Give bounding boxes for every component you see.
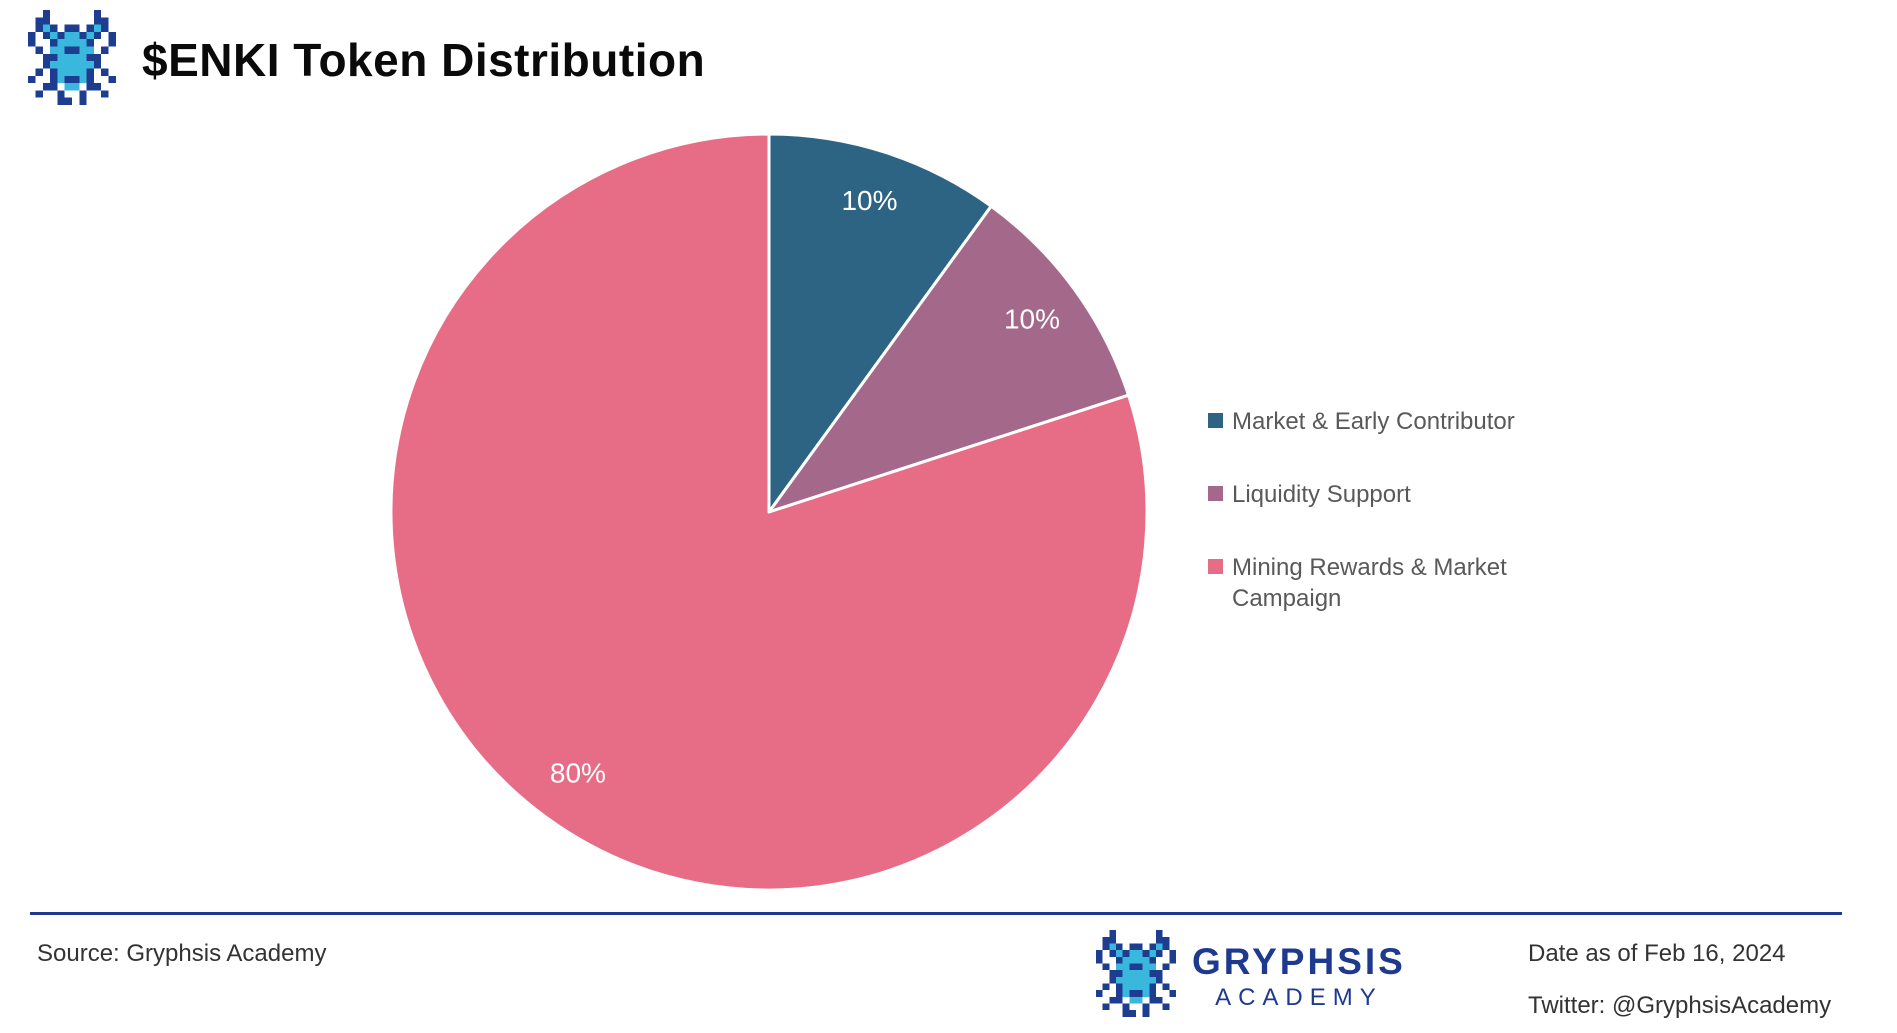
page-title: $ENKI Token Distribution xyxy=(142,34,706,86)
pie-slice-2 xyxy=(389,132,1149,892)
footer-brand: GRYPHSIS ACADEMY xyxy=(1096,930,1406,1022)
pie-slice-label-2: 80% xyxy=(550,757,606,788)
twitter-text: Twitter: @GryphsisAcademy xyxy=(1528,992,1832,1019)
pie-chart: 10% 10% 80% xyxy=(369,112,1169,912)
brand-text: GRYPHSIS ACADEMY xyxy=(1192,940,1406,1012)
source-text: Source: Gryphsis Academy xyxy=(37,940,327,967)
gryphsis-dragon-icon xyxy=(28,10,116,110)
legend-label: Market & Early Contributor xyxy=(1232,408,1515,435)
gryphsis-dragon-pixel-art xyxy=(28,10,116,105)
pie-slice-0 xyxy=(767,132,993,514)
legend-swatch xyxy=(1208,559,1223,574)
legend-swatch xyxy=(1208,413,1223,428)
legend: Market & Early Contributor Liquidity Supp… xyxy=(1208,406,1608,656)
header: $ENKI Token Distribution xyxy=(28,10,705,110)
legend-label: Liquidity Support xyxy=(1232,481,1411,508)
pie-slice-label-0: 10% xyxy=(841,185,897,216)
brand-name: GRYPHSIS xyxy=(1192,941,1406,982)
pie-slice-label-1: 10% xyxy=(1004,303,1060,334)
brand-subtitle: ACADEMY xyxy=(1215,984,1383,1011)
footer-divider xyxy=(30,912,1842,915)
legend-item-0: Market & Early Contributor xyxy=(1208,406,1608,437)
gryphsis-dragon-pixel-art xyxy=(1096,930,1176,1017)
pie-chart-svg: 10% 10% 80% xyxy=(389,132,1149,892)
gryphsis-dragon-icon xyxy=(1096,930,1176,1022)
pie-slice-1 xyxy=(767,204,1130,514)
legend-item-1: Liquidity Support xyxy=(1208,479,1608,510)
legend-label: Mining Rewards & Market Campaign xyxy=(1232,554,1507,612)
legend-item-2: Mining Rewards & Market Campaign xyxy=(1208,552,1608,614)
date-text: Date as of Feb 16, 2024 xyxy=(1528,940,1786,967)
legend-swatch xyxy=(1208,486,1223,501)
